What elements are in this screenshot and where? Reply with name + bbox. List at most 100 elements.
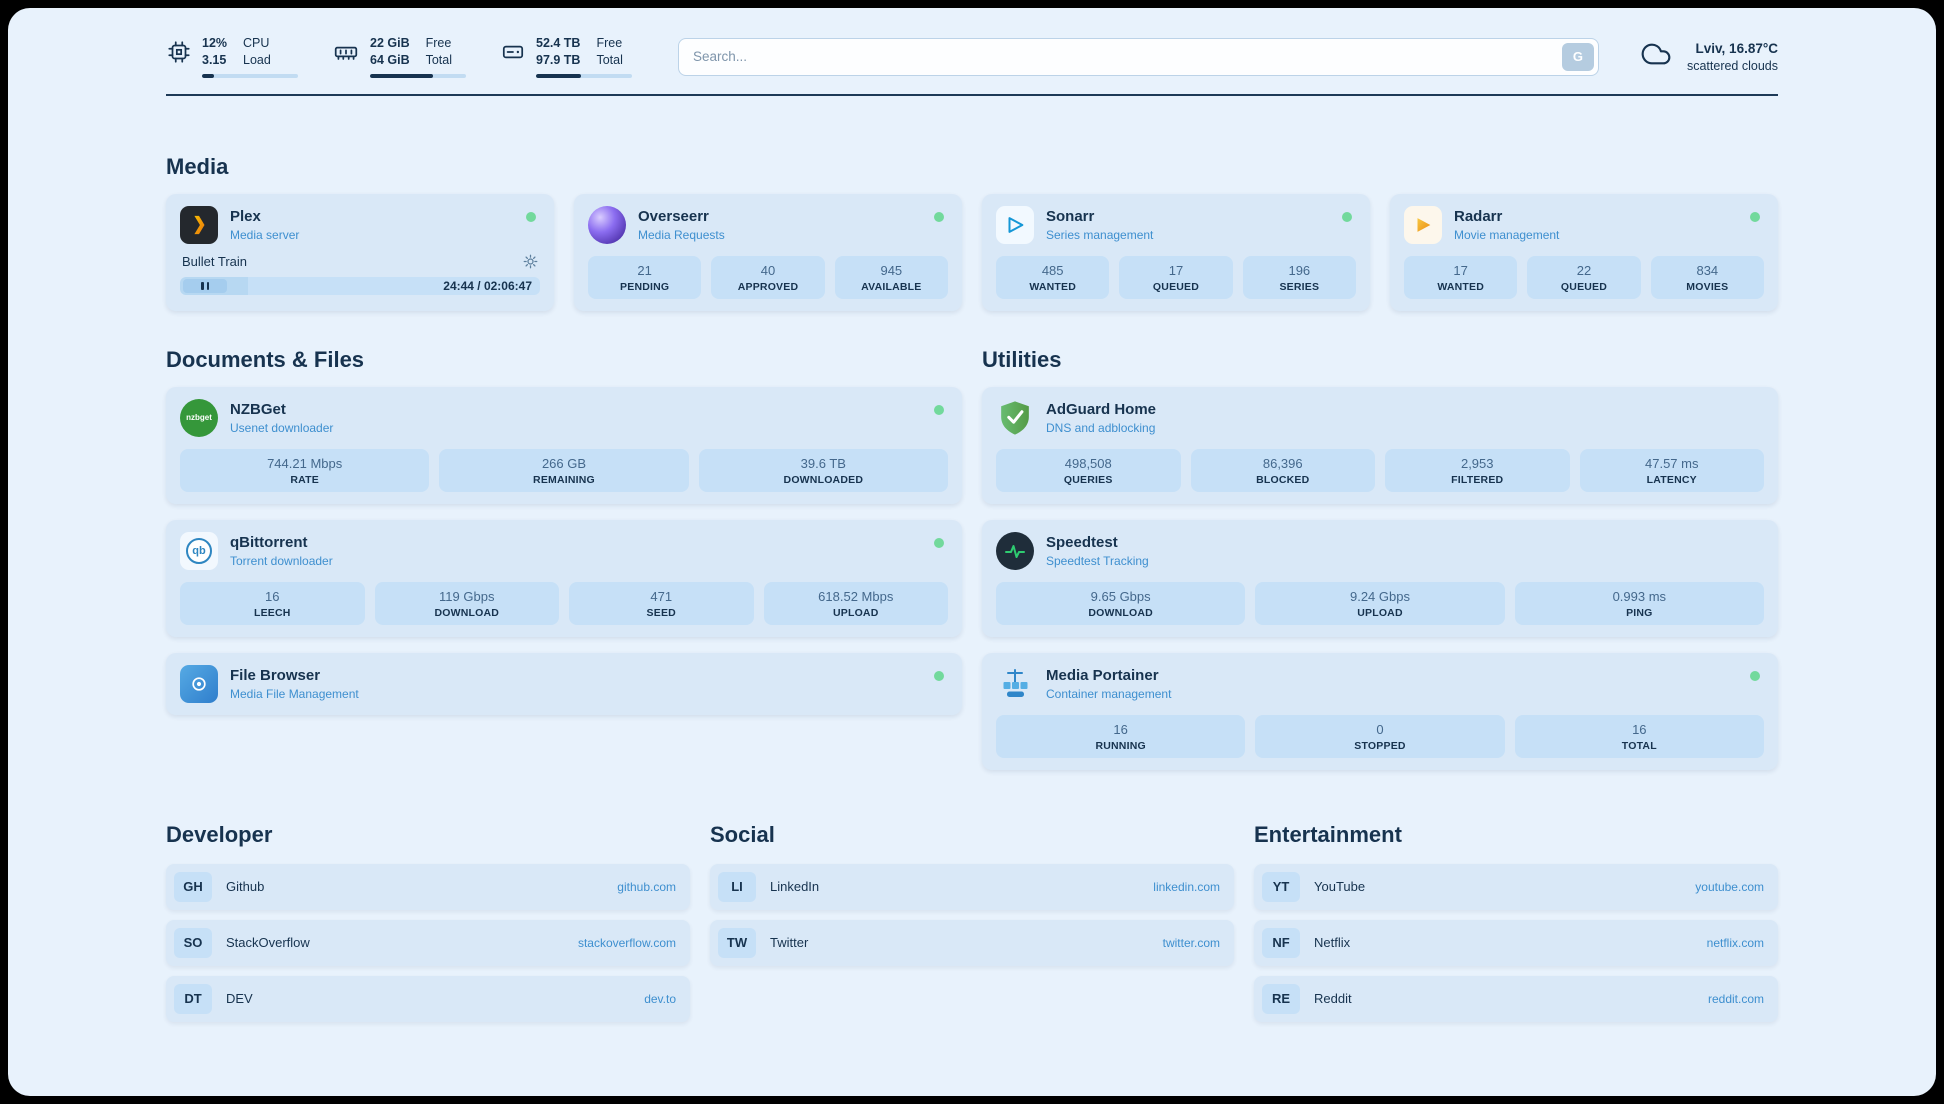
app-name: Sonarr — [1046, 207, 1095, 225]
app-subtitle: Media Requests — [638, 227, 725, 242]
stat-series: 196 SERIES — [1242, 255, 1356, 299]
stat-movies: 834 MOVIES — [1650, 255, 1764, 299]
cpu-load-label: Load — [243, 53, 271, 68]
section-title-documents: Documents & Files — [166, 346, 365, 372]
header-divider — [166, 93, 1778, 96]
app-subtitle: Media File Management — [230, 686, 359, 701]
section-title-social: Social — [710, 821, 775, 847]
media-grid: Plex Media server Bullet Train 24:44 / 0… — [166, 193, 1778, 311]
weather-condition: scattered clouds — [1686, 58, 1778, 73]
disk-free-value: 52.4 TB — [536, 36, 581, 50]
player-progress-bar[interactable]: 24:44 / 02:06:47 — [180, 276, 540, 295]
nzbget-icon: nzbget — [180, 398, 218, 437]
stat-latency: 47.57 ms LATENCY — [1579, 448, 1764, 492]
bookmark-dev[interactable]: DT DEV dev.to — [166, 975, 690, 1022]
bookmark-youtube[interactable]: YT YouTube youtube.com — [1254, 863, 1778, 910]
bookmark-netflix[interactable]: NF Netflix netflix.com — [1254, 919, 1778, 966]
weather-widget: Lviv, 16.87°C scattered clouds — [1637, 38, 1778, 75]
app-name: Plex — [230, 207, 261, 225]
stat-remaining: 266 GB REMAINING — [439, 448, 689, 492]
bookmark-linkedin[interactable]: LI LinkedIn linkedin.com — [710, 863, 1234, 910]
plex-card[interactable]: Plex Media server Bullet Train 24:44 / 0… — [166, 193, 554, 311]
overseerr-card[interactable]: Overseerr Media Requests 21 PENDING 40 APP… — [574, 193, 962, 311]
status-indicator — [1750, 670, 1760, 681]
app-name: Speedtest — [1046, 533, 1118, 551]
nzbget-card[interactable]: nzbget NZBGet Usenet downloader 744.21 M… — [166, 386, 962, 504]
stat-pending: 21 PENDING — [588, 255, 702, 299]
overseerr-icon — [588, 205, 626, 244]
ram-total-label: Total — [425, 53, 453, 68]
search-input[interactable] — [678, 37, 1599, 76]
status-indicator — [526, 211, 536, 222]
disk-usage-bar — [536, 73, 632, 78]
gear-icon[interactable] — [523, 254, 538, 269]
disk-icon — [500, 36, 526, 65]
speedtest-card[interactable]: Speedtest Speedtest Tracking 9.65 Gbps DO… — [982, 519, 1778, 637]
top-bar: 12% 3.15 CPU Load — [166, 8, 1778, 78]
bookmark-name: StackOverflow — [226, 935, 310, 951]
qbittorrent-icon: qb — [180, 531, 218, 570]
bookmark-name: Reddit — [1314, 991, 1352, 1007]
pause-button[interactable] — [183, 278, 227, 293]
ram-free-label: Free — [425, 36, 452, 50]
bookmark-url: github.com — [617, 879, 676, 894]
bookmark-twitter[interactable]: TW Twitter twitter.com — [710, 919, 1234, 966]
bookmark-abbr: TW — [718, 927, 756, 958]
stat-queued: 22 QUEUED — [1527, 255, 1641, 299]
ram-total-value: 64 GiB — [370, 53, 410, 68]
bookmark-name: Github — [226, 879, 265, 895]
app-subtitle: DNS and adblocking — [1046, 420, 1156, 435]
radarr-card[interactable]: Radarr Movie management 17 WANTED 22 QUEUE… — [1390, 193, 1778, 311]
search-bar: G — [678, 37, 1599, 76]
search-engine-button[interactable]: G — [1561, 42, 1594, 71]
section-title-entertainment: Entertainment — [1254, 821, 1402, 847]
bookmark-name: DEV — [226, 991, 253, 1007]
plex-icon — [180, 205, 218, 244]
bookmark-url: stackoverflow.com — [577, 935, 676, 950]
stat-leech: 16 LEECH — [180, 581, 365, 625]
app-subtitle: Container management — [1046, 686, 1172, 701]
bookmark-abbr: RE — [1262, 983, 1300, 1014]
bookmark-url: linkedin.com — [1153, 879, 1220, 894]
stat-download: 119 Gbps DOWNLOAD — [374, 581, 559, 625]
bookmark-abbr: YT — [1262, 871, 1300, 902]
bookmark-stackoverflow[interactable]: SO StackOverflow stackoverflow.com — [166, 919, 690, 966]
cpu-percent: 12% — [202, 36, 228, 50]
filebrowser-card[interactable]: File Browser Media File Management — [166, 652, 962, 715]
disk-total-label: Total — [596, 53, 623, 68]
portainer-card[interactable]: Media Portainer Container management 16 R… — [982, 652, 1778, 770]
disk-widget: 52.4 TB 97.9 TB Free Total — [500, 36, 632, 78]
stat-queued: 17 QUEUED — [1119, 255, 1233, 299]
status-indicator — [934, 537, 944, 548]
stat-wanted: 17 WANTED — [1404, 255, 1518, 299]
cpu-usage-bar — [202, 73, 298, 78]
stat-upload: 9.24 Gbps UPLOAD — [1255, 581, 1505, 625]
bookmark-abbr: NF — [1262, 927, 1300, 958]
radarr-icon — [1404, 205, 1442, 244]
stat-stopped: 0 STOPPED — [1255, 714, 1505, 758]
app-name: Media Portainer — [1046, 666, 1159, 684]
filebrowser-icon — [180, 664, 218, 703]
sonarr-card[interactable]: Sonarr Series management 485 WANTED 17 QUE… — [982, 193, 1370, 311]
adguard-card[interactable]: AdGuard Home DNS and adblocking 498,508 Q… — [982, 386, 1778, 504]
app-name: File Browser — [230, 666, 321, 684]
app-subtitle: Series management — [1046, 227, 1154, 242]
status-indicator — [934, 211, 944, 222]
bookmark-reddit[interactable]: RE Reddit reddit.com — [1254, 975, 1778, 1022]
stat-blocked: 86,396 BLOCKED — [1190, 448, 1375, 492]
stat-queries: 498,508 QUERIES — [996, 448, 1181, 492]
app-name: Overseerr — [638, 207, 709, 225]
bookmark-name: YouTube — [1314, 879, 1366, 895]
weather-location: Lviv, 16.87°C — [1695, 40, 1778, 56]
bookmark-group-developer: Developer GH Github github.com SO StackO… — [166, 822, 690, 1032]
app-name: Radarr — [1454, 207, 1503, 225]
bookmark-group-social: Social LI LinkedIn linkedin.com TW Twitt… — [710, 822, 1234, 1032]
player-time: 24:44 / 02:06:47 — [443, 278, 532, 293]
ram-free-value: 22 GiB — [370, 36, 410, 50]
app-subtitle: Speedtest Tracking — [1046, 553, 1149, 568]
cpu-icon — [166, 36, 192, 65]
qbittorrent-card[interactable]: qb qBittorrent Torrent downloader 16 LEEC… — [166, 519, 962, 637]
bookmark-github[interactable]: GH Github github.com — [166, 863, 690, 910]
portainer-icon — [996, 665, 1034, 703]
section-title-media: Media — [166, 153, 229, 179]
